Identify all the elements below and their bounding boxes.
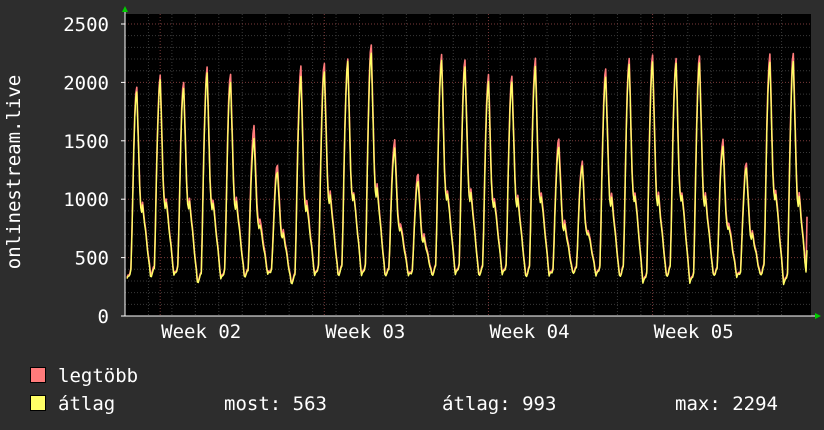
y-tick-label: 0: [98, 306, 109, 328]
y-tick-label: 1500: [63, 131, 109, 153]
y-axis-label: onlinestream.live: [3, 75, 25, 269]
y-tick-label: 2500: [63, 14, 109, 36]
chart-svg: 0 500 1000 1500 2000 2500 Week 02 Week 03 Week 0…: [3, 6, 821, 343]
stat-maximum: max: 2294: [675, 393, 778, 415]
grid: [125, 14, 811, 316]
stat-current: most: 563: [224, 393, 327, 415]
x-axis-arrow: [815, 313, 821, 319]
x-tick-label: Week 05: [654, 321, 734, 343]
y-tick-label: 1000: [63, 189, 109, 211]
x-tick-label: Week 02: [161, 321, 241, 343]
series-line-avg: [126, 52, 808, 286]
legend-label-avg: átlag: [58, 393, 116, 415]
legend-row-max: legtöbb: [30, 362, 810, 390]
x-tick-label: Week 04: [489, 321, 569, 343]
y-tick-label: 2000: [63, 72, 109, 94]
legend: legtöbb átlag most: 563 átlag: 993 max: …: [30, 362, 810, 418]
tick-labels: 0 500 1000 1500 2000 2500 Week 02 Week 03 Week 0…: [63, 14, 733, 343]
legend-row-avg: átlag most: 563 átlag: 993 max: 2294: [30, 390, 810, 418]
axes: [121, 6, 821, 319]
stat-average: átlag: 993: [442, 393, 557, 415]
x-tick-label: Week 03: [325, 321, 405, 343]
series-layer: [126, 44, 808, 286]
y-axis-arrow: [122, 6, 128, 12]
y-tick-label: 500: [75, 248, 109, 270]
legend-label-max: legtöbb: [58, 365, 139, 387]
legend-swatch-avg: [30, 395, 46, 411]
legend-swatch-max: [30, 367, 46, 383]
